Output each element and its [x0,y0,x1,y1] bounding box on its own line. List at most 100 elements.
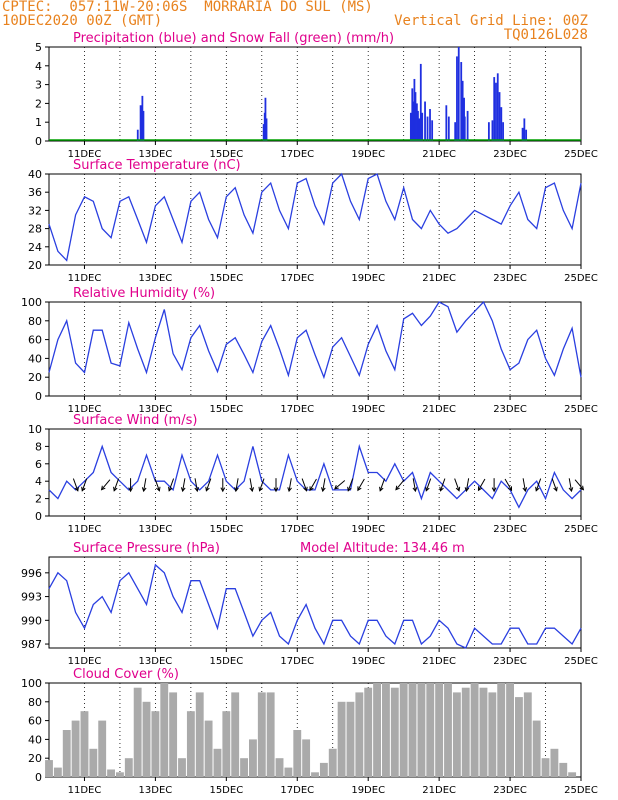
precip-bar [487,122,490,141]
x-tick-label: 15DEC [209,404,243,415]
x-tick-label: 25DEC [564,524,598,535]
wind-arrow [180,478,186,493]
wind-arrow-shaft [357,478,365,491]
wind-arrow [477,478,486,492]
x-tick-label: 21DEC [422,785,456,796]
cloud-bar [213,748,222,777]
precip-bar [431,120,434,141]
cloud-bar [71,720,80,777]
cloud-bar [568,772,577,777]
precip-bar [498,92,501,141]
x-tick-label: 15DEC [209,785,243,796]
x-tick-label: 19DEC [351,785,385,796]
wind-arrow-head [395,485,400,491]
cloud-bar [266,692,275,777]
precip-bar [424,101,426,141]
y-tick-label: 60 [28,715,42,728]
y-tick-label: 20 [28,259,42,272]
wind-arrow [357,478,365,492]
x-tick-label: 17DEC [280,404,314,415]
y-tick-label: 4 [35,475,42,488]
wind-arrow-head [113,486,118,492]
wind-arrow [522,478,528,493]
wind-arrow-shaft [412,478,416,492]
wind-arrow-head [74,486,79,492]
panel-5: 987 990 993 996 11DEC 13DEC 15DEC 17DEC 19DEC 21D… [21,541,598,667]
cloud-bar [151,711,160,777]
wind-arrow [194,478,200,493]
cloud-bar [284,767,293,777]
precip-bar [456,56,458,141]
wind-arrow-head [249,487,255,493]
wind-arrow [72,478,79,492]
x-tick-label: 19DEC [351,149,385,160]
cloud-bar [390,687,399,777]
cloud-bar [178,758,186,777]
wind-arrow [491,478,497,493]
y-tick-label: 40 [28,733,42,746]
precip-bar [461,80,464,141]
wind-arrow-head [180,487,186,493]
x-tick-label: 11DEC [68,785,102,796]
precip-bar [421,112,424,141]
x-tick-label: 23DEC [493,149,527,160]
x-tick-label: 17DEC [280,785,314,796]
wind-arrow-head [168,486,173,492]
cloud-bar [302,739,311,777]
y-tick-label: 60 [28,334,42,347]
wind-arrow-head [522,487,528,493]
cloud-bar [452,692,461,777]
wind-arrow-shaft [194,478,198,492]
precip-bar [447,116,450,141]
x-tick-label: 23DEC [493,524,527,535]
wind-arrow-shaft [143,478,147,492]
wind-arrow-shaft [81,478,88,491]
panel-3: 0 20 40 60 80 100 11DEC 13DEC 15DEC 17DEC 19DEC 21D… [21,286,598,415]
wind-arrow [287,478,292,493]
wind-arrow-shaft [249,478,253,492]
precip-bar [411,88,414,141]
wind-arrow-shaft [205,478,212,491]
x-tick-label: 13DEC [139,404,173,415]
wind-arrow [347,478,354,492]
wind-arrow-head [535,486,540,492]
precip-bar [500,107,503,141]
wind-arrow [168,478,175,492]
wind-arrow-shaft [154,478,160,491]
cloud-bar [89,748,98,777]
precip-bar [409,112,412,141]
wind-arrow [425,478,432,492]
cloud-bar [249,739,257,777]
y-tick-label: 80 [28,315,42,328]
wind-arrow-shaft [101,479,111,490]
cloud-bar [399,683,408,777]
cloud-bar [231,692,240,777]
cloud-bar [124,758,133,777]
wind-arrow [379,478,386,492]
wind-arrow [249,478,255,493]
wind-arrow-head [258,486,263,492]
wind-arrow-head [141,487,147,493]
wind-arrow-head [81,486,86,492]
precip-bar [525,129,528,141]
panel-2: 20 24 28 32 36 40 11DEC 13DEC 15DEC 17DEC 19DEC 21D… [28,158,598,284]
wind-arrow-head [205,486,210,492]
series-line [48,563,582,649]
wind-arrow [234,478,239,493]
plot-frame [48,556,582,649]
cloud-bar [417,683,426,777]
y-tick-label: 4 [35,60,42,73]
cloud-bar [62,730,71,777]
precip-bar [418,118,421,141]
wind-arrow-shaft [439,478,446,491]
wind-arrow [334,480,346,490]
precip-bar [414,92,417,141]
precip-bar [454,122,457,141]
wind-arrow-head [234,487,239,493]
y-tick-label: 6 [35,458,42,471]
wind-arrow-shaft [113,478,120,491]
grid-line-note: Vertical Grid Line: 00Z [394,13,588,29]
x-tick-label: 17DEC [280,524,314,535]
wind-arrow-shaft [301,478,308,491]
